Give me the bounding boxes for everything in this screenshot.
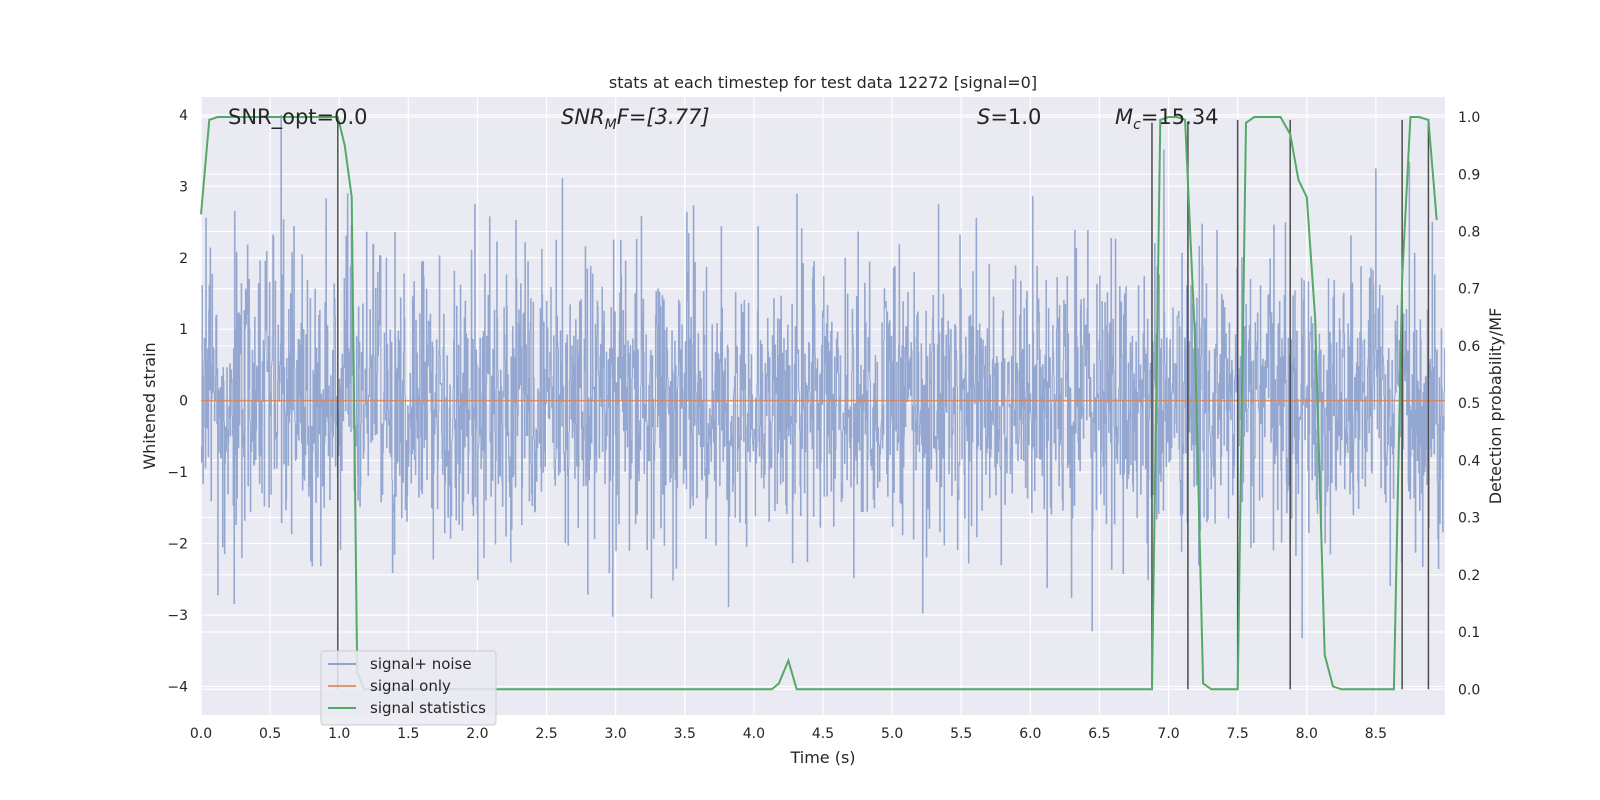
x-tick-label-2: 1.0 <box>328 726 350 742</box>
annotation-mc: Mc=15.34 <box>1115 105 1219 133</box>
annotation-snr-mf-symbol: SNR <box>561 105 605 129</box>
y-tick-label-7: 3 <box>179 179 188 195</box>
y2-tick-label-10: 1.0 <box>1458 110 1480 126</box>
x-tick-label-16: 8.0 <box>1296 726 1318 742</box>
x-tick-label-12: 6.0 <box>1019 726 1041 742</box>
annotation-mc-symbol: M <box>1115 105 1133 129</box>
noise-trace <box>200 114 1446 639</box>
annotation-snr-opt: SNR_opt=0.0 <box>228 105 368 130</box>
x-tick-label-0: 0.0 <box>190 726 212 742</box>
x-tick-label-17: 8.5 <box>1365 726 1387 742</box>
y2-tick-label-8: 0.8 <box>1458 224 1480 240</box>
legend-label-signal-plus-noise: signal+ noise <box>370 655 472 673</box>
y2-tick-label-3: 0.3 <box>1458 511 1480 527</box>
x-tick-label-4: 2.0 <box>466 726 488 742</box>
y2-tick-label-7: 0.7 <box>1458 282 1480 298</box>
x-tick-label-8: 4.0 <box>743 726 765 742</box>
x-tick-label-13: 6.5 <box>1088 726 1110 742</box>
y-tick-label-3: −1 <box>167 465 188 481</box>
annotation-snr-mf-value: F=[3.77] <box>617 105 710 129</box>
x-tick-label-11: 5.5 <box>950 726 972 742</box>
x-tick-label-3: 1.5 <box>397 726 419 742</box>
x-tick-label-9: 4.5 <box>812 726 834 742</box>
y2-axis-ticks: 0.0 0.1 0.2 0.3 0.4 0.5 0.6 0.7 0.8 0.9 1.0 <box>1458 110 1480 698</box>
y2-tick-label-0: 0.0 <box>1458 682 1480 698</box>
y2-tick-label-2: 0.2 <box>1458 568 1480 584</box>
annotation-mc-value: =15.34 <box>1141 105 1219 129</box>
legend-box <box>320 650 497 726</box>
trigger-markers <box>337 119 1430 690</box>
y-tick-label-2: −2 <box>167 537 188 553</box>
y2-tick-label-1: 0.1 <box>1458 625 1480 641</box>
y-axis-label: Whitened strain <box>140 342 159 469</box>
x-tick-label-15: 7.5 <box>1227 726 1249 742</box>
chart-title: stats at each timestep for test data 122… <box>609 73 1037 92</box>
y2-tick-label-5: 0.5 <box>1458 396 1480 412</box>
x-tick-label-7: 3.5 <box>674 726 696 742</box>
legend-label-signal-only: signal only <box>370 677 451 695</box>
series-signal-statistics <box>200 116 1438 691</box>
x-axis-label: Time (s) <box>789 748 855 767</box>
y2-tick-label-6: 0.6 <box>1458 339 1480 355</box>
y-tick-label-4: 0 <box>179 394 188 410</box>
y-tick-label-1: −3 <box>167 608 188 624</box>
y-tick-label-5: 1 <box>179 322 188 338</box>
x-tick-label-6: 3.0 <box>605 726 627 742</box>
x-tick-label-5: 2.5 <box>535 726 557 742</box>
annotation-snr-mf-subscript: M <box>605 117 617 133</box>
y-tick-label-0: −4 <box>167 679 188 695</box>
y-axis-ticks: −4 −3 −2 −1 0 1 2 3 4 <box>167 108 188 696</box>
y-tick-label-6: 2 <box>179 251 188 267</box>
y2-tick-label-9: 0.9 <box>1458 167 1480 183</box>
x-tick-label-10: 5.0 <box>881 726 903 742</box>
legend-label-signal-statistics: signal statistics <box>370 699 486 717</box>
legend: signal+ noise signal only signal statist… <box>320 650 497 726</box>
y2-axis-label: Detection probability/MF <box>1486 308 1505 505</box>
series-signal-plus-noise <box>200 114 1446 639</box>
x-tick-label-1: 0.5 <box>259 726 281 742</box>
annotation-s-symbol: S <box>977 105 990 129</box>
y-tick-label-8: 4 <box>179 108 188 124</box>
annotation-s: S=1.0 <box>977 105 1041 129</box>
x-tick-label-14: 7.0 <box>1157 726 1179 742</box>
annotation-s-value: =1.0 <box>990 105 1041 129</box>
annotation-snr-mf: SNRMF=[3.77] <box>561 105 710 133</box>
x-axis-ticks: 0.0 0.5 1.0 1.5 2.0 2.5 3.0 3.5 4.0 4.5 5.0 5.5 6.0 6… <box>190 726 1387 742</box>
annotation-mc-subscript: c <box>1133 117 1141 133</box>
y2-tick-label-4: 0.4 <box>1458 453 1480 469</box>
